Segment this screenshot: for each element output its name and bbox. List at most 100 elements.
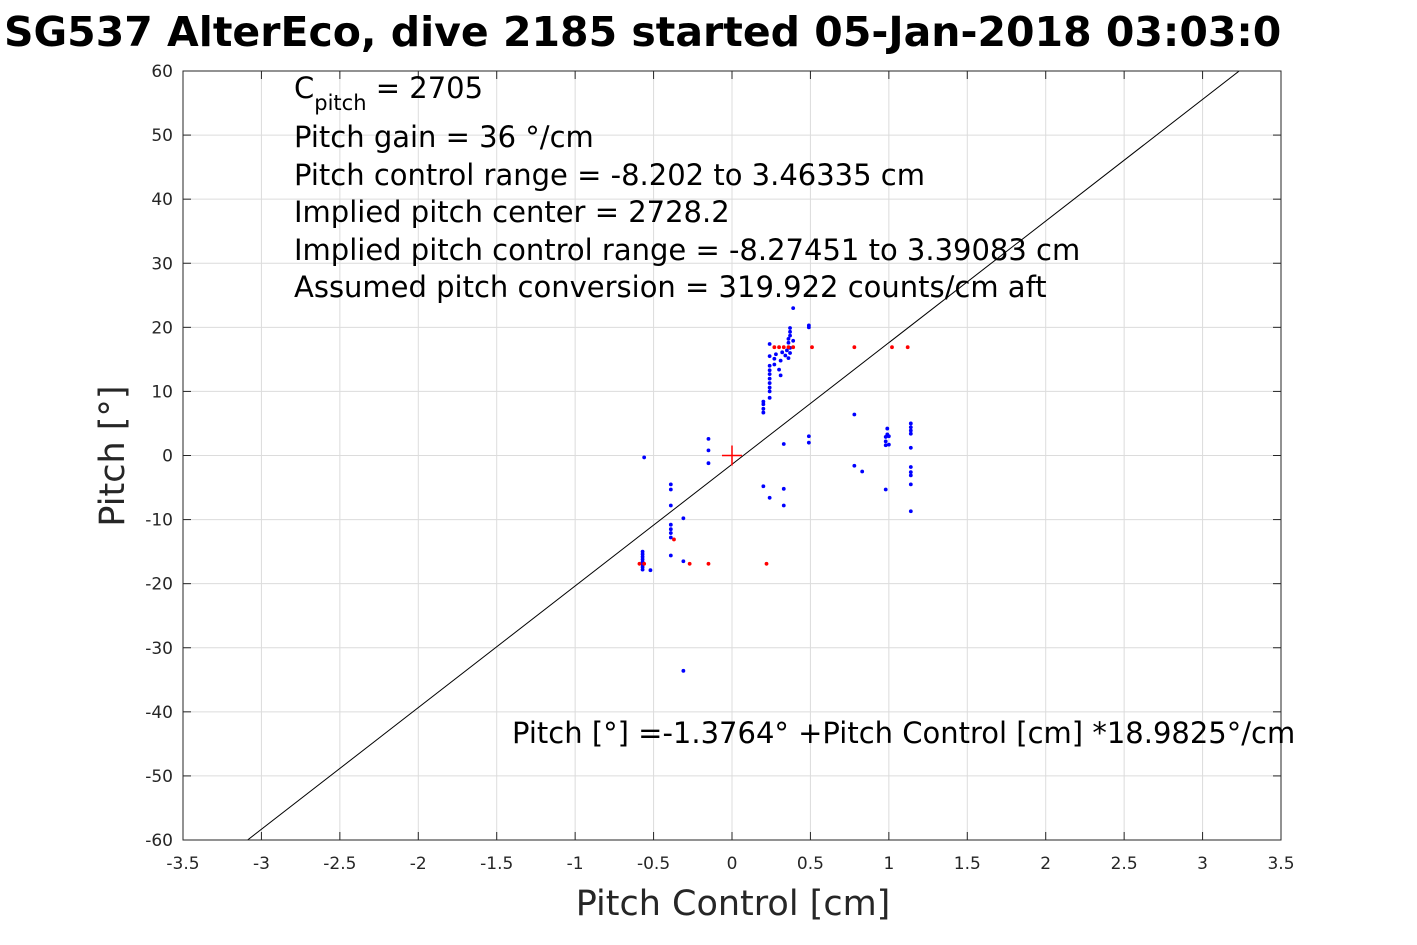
- data-point: [774, 352, 778, 357]
- y-tick-label: 40: [151, 190, 173, 210]
- data-point: [767, 495, 772, 500]
- x-tick-label: 2: [1040, 854, 1051, 874]
- x-tick-label: 0: [727, 854, 738, 874]
- data-point: [852, 345, 857, 350]
- data-point: [761, 406, 766, 411]
- data-point: [706, 461, 711, 466]
- data-point: [791, 345, 796, 350]
- x-tick-label: 3: [1197, 854, 1208, 874]
- annotation-line-pitch-control-range: Pitch control range = -8.202 to 3.46335 …: [294, 158, 925, 192]
- data-point: [806, 440, 811, 445]
- x-axis-label: Pitch Control [cm]: [576, 884, 891, 924]
- data-point: [852, 463, 857, 468]
- data-point: [777, 367, 781, 372]
- data-point: [908, 428, 913, 433]
- x-tick-label: -1.5: [480, 854, 513, 874]
- data-point: [886, 442, 891, 447]
- data-point: [810, 345, 814, 350]
- data-point: [668, 487, 673, 492]
- data-point: [806, 325, 811, 330]
- data-point: [772, 345, 777, 350]
- data-point: [637, 561, 642, 566]
- data-point: [767, 372, 772, 377]
- data-point: [908, 482, 913, 487]
- data-point: [668, 522, 673, 527]
- data-point: [767, 354, 772, 359]
- axes: [182, 70, 1282, 841]
- x-tick-label: -3: [253, 854, 270, 874]
- x-tick-label: 0.5: [797, 854, 824, 874]
- data-point: [767, 363, 772, 368]
- data-point: [668, 553, 673, 558]
- y-tick-label: 10: [151, 382, 173, 402]
- data-point: [687, 561, 692, 566]
- data-point: [761, 410, 766, 415]
- data-point: [767, 389, 772, 394]
- plot-contents: [246, 71, 1240, 840]
- y-tick-label: 60: [151, 62, 173, 82]
- data-point: [706, 436, 711, 441]
- data-point: [783, 353, 788, 358]
- data-point: [908, 431, 913, 436]
- data-point: [767, 342, 772, 346]
- data-point: [788, 333, 792, 338]
- annotation-block: Cpitch = 2705 Pitch gain = 36 °/cm Pitch…: [294, 71, 1080, 304]
- x-tick-label: -3.5: [166, 854, 199, 874]
- y-tick-label: -40: [145, 703, 173, 723]
- data-point: [883, 487, 888, 492]
- annotation-line-implied-range: Implied pitch control range = -8.27451 t…: [294, 233, 1080, 267]
- data-point: [778, 373, 783, 378]
- c-pitch-annotation: Cpitch = 2705: [294, 71, 483, 115]
- data-point: [681, 516, 686, 521]
- data-point: [772, 356, 777, 361]
- data-point: [786, 345, 791, 350]
- data-point: [767, 376, 772, 381]
- data-point: [788, 351, 792, 355]
- data-point: [908, 473, 913, 478]
- data-point: [860, 469, 865, 474]
- data-point: [890, 345, 894, 350]
- data-point: [761, 484, 766, 489]
- x-tick-label: 2.5: [1111, 854, 1138, 874]
- annotation-line-implied-center: Implied pitch center = 2728.2: [294, 195, 730, 229]
- data-point: [767, 368, 772, 373]
- y-tick-label: -20: [145, 575, 173, 595]
- y-tick-label: -30: [145, 639, 173, 659]
- data-point: [778, 358, 783, 363]
- x-tick-label: -1: [567, 854, 584, 874]
- data-point: [788, 326, 792, 330]
- data-point: [806, 434, 811, 439]
- data-point: [781, 442, 786, 446]
- data-point: [780, 350, 785, 355]
- data-point: [668, 531, 673, 535]
- x-tick-label: -2.5: [323, 854, 356, 874]
- c-pitch-symbol: C: [294, 71, 314, 105]
- data-point: [886, 434, 891, 439]
- data-point: [668, 503, 673, 508]
- data-point: [908, 425, 913, 430]
- data-point: [706, 561, 711, 566]
- grid: [183, 71, 1281, 840]
- data-point: [781, 486, 786, 491]
- data-point: [767, 395, 772, 400]
- data-point: [791, 338, 796, 343]
- data-point: [852, 412, 857, 417]
- data-point: [642, 561, 647, 566]
- y-tick-label: 50: [151, 126, 173, 146]
- data-point: [785, 348, 789, 353]
- data-point: [772, 362, 777, 367]
- x-tick-label: 3.5: [1267, 854, 1294, 874]
- data-point: [681, 559, 686, 564]
- annotation-line-pitch-gain: Pitch gain = 36 °/cm: [294, 120, 594, 154]
- c-pitch-subscript: pitch: [314, 91, 366, 115]
- data-point: [777, 345, 781, 350]
- data-point: [767, 385, 772, 390]
- data-point: [781, 503, 786, 508]
- data-point: [786, 336, 791, 341]
- data-point: [786, 356, 791, 360]
- y-axis-label: Pitch [°]: [93, 385, 133, 526]
- data-point: [668, 527, 673, 532]
- data-point: [764, 561, 769, 566]
- data-point: [668, 482, 673, 487]
